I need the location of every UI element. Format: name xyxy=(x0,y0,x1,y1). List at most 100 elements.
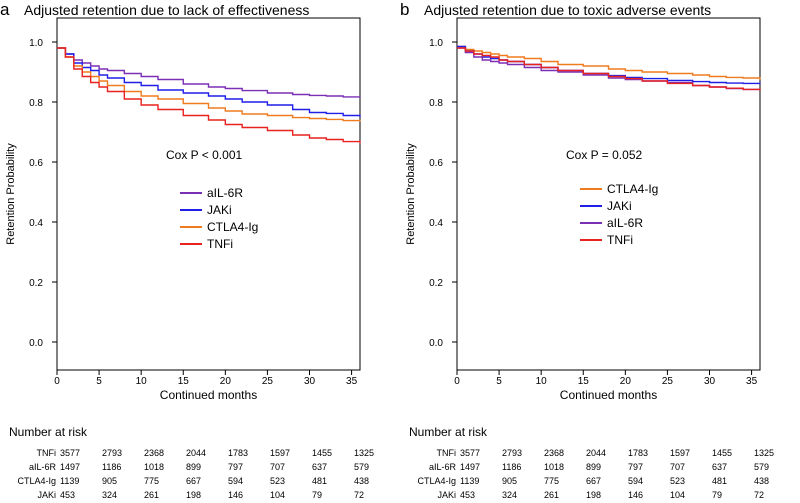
table-row: aIL-6R 1497 1186 1018 899 797 707 637 57… xyxy=(400,460,784,474)
y-tick-label: 0.8 xyxy=(29,98,43,109)
risk-value: 2368 xyxy=(144,448,165,458)
risk-value: 523 xyxy=(270,476,286,486)
risk-value: 1455 xyxy=(312,448,333,458)
risk-value: 1325 xyxy=(754,448,775,458)
risk-row-label: TNFi xyxy=(436,448,457,458)
y-tick-label: 0.2 xyxy=(29,278,43,289)
legend-label: JAKi xyxy=(207,203,232,217)
risk-value: 1018 xyxy=(144,462,165,472)
y-axis-label: Retention Probability xyxy=(405,143,417,245)
series-line-JAKi xyxy=(57,47,361,117)
table-row: TNFi 3577 2793 2368 2044 1783 1597 1455 … xyxy=(400,446,784,460)
y-tick-label: 0.2 xyxy=(429,278,443,289)
risk-table-heading: Number at risk xyxy=(409,425,488,439)
risk-value: 1597 xyxy=(270,448,291,458)
risk-value: 261 xyxy=(544,490,560,500)
risk-value: 899 xyxy=(186,462,202,472)
risk-value: 1597 xyxy=(670,448,691,458)
risk-table-heading: Number at risk xyxy=(9,425,88,439)
y-tick-label: 0.0 xyxy=(429,338,443,349)
y-tick-label: 0.0 xyxy=(29,338,43,349)
risk-value: 481 xyxy=(312,476,328,486)
risk-value: 72 xyxy=(754,490,765,500)
risk-row-label: JAKi xyxy=(437,490,456,500)
series-line-TNFi xyxy=(457,47,761,91)
legend-label: aIL-6R xyxy=(607,216,643,230)
risk-value: 905 xyxy=(502,476,518,486)
risk-value: 146 xyxy=(628,490,644,500)
y-tick-label: 0.6 xyxy=(29,158,43,169)
risk-value: 1783 xyxy=(228,448,249,458)
x-tick-label: 5 xyxy=(496,376,502,387)
risk-value: 1497 xyxy=(460,462,481,472)
risk-value: 1497 xyxy=(60,462,81,472)
risk-table: TNFi 3577 2793 2368 2044 1783 1597 1455 … xyxy=(0,446,384,502)
panel-letter: a xyxy=(0,0,10,19)
risk-value: 899 xyxy=(586,462,602,472)
y-tick-label: 0.8 xyxy=(429,98,443,109)
risk-value: 905 xyxy=(102,476,118,486)
risk-value: 2368 xyxy=(544,448,565,458)
risk-table: TNFi 3577 2793 2368 2044 1783 1597 1455 … xyxy=(400,446,784,502)
legend-label: CTLA4-Ig xyxy=(207,220,258,234)
risk-value: 1186 xyxy=(502,462,522,472)
risk-value: 104 xyxy=(670,490,686,500)
risk-value: 667 xyxy=(586,476,602,486)
legend-label: CTLA4-Ig xyxy=(607,182,658,196)
x-tick-label: 0 xyxy=(454,376,460,387)
x-tick-label: 35 xyxy=(746,376,758,387)
x-tick-label: 10 xyxy=(536,376,548,387)
x-tick-label: 10 xyxy=(136,376,148,387)
table-row: TNFi 3577 2793 2368 2044 1783 1597 1455 … xyxy=(0,446,384,460)
risk-value: 198 xyxy=(586,490,602,500)
x-axis-label: Continued months xyxy=(160,388,257,402)
panel-letter: b xyxy=(400,0,410,19)
x-axis-label: Continued months xyxy=(560,388,657,402)
risk-row-label: CTLA4-Ig xyxy=(417,476,456,486)
table-row: aIL-6R 1497 1186 1018 899 797 707 637 57… xyxy=(0,460,384,474)
plot-frame xyxy=(56,17,361,371)
x-tick-label: 25 xyxy=(662,376,674,387)
x-tick-label: 15 xyxy=(178,376,190,387)
x-tick-label: 25 xyxy=(262,376,274,387)
risk-row-label: JAKi xyxy=(37,490,56,500)
risk-value: 637 xyxy=(312,462,328,472)
risk-value: 707 xyxy=(670,462,686,472)
chart-svg: 0.0 0.2 0.4 0.6 0.8 1.0 0 5 10 15 20 25 30 35 Continue… xyxy=(5,17,361,402)
legend-label: TNFi xyxy=(607,233,633,247)
risk-value: 438 xyxy=(354,476,370,486)
risk-value: 79 xyxy=(712,490,723,500)
series-line-CTLA4-Ig xyxy=(457,45,761,80)
risk-value: 198 xyxy=(186,490,202,500)
risk-value: 79 xyxy=(312,490,323,500)
legend-label: JAKi xyxy=(607,199,632,213)
y-tick-label: 0.4 xyxy=(429,218,443,229)
risk-value: 1139 xyxy=(460,476,480,486)
risk-value: 2044 xyxy=(586,448,607,458)
risk-value: 453 xyxy=(60,490,76,500)
risk-value: 3577 xyxy=(60,448,81,458)
risk-value: 1455 xyxy=(712,448,733,458)
table-row: CTLA4-Ig 1139 905 775 667 594 523 481 43… xyxy=(0,474,384,488)
risk-value: 453 xyxy=(460,490,476,500)
risk-value: 2793 xyxy=(102,448,123,458)
risk-value: 579 xyxy=(354,462,370,472)
risk-row-label: CTLA4-Ig xyxy=(17,476,56,486)
y-tick-label: 1.0 xyxy=(429,38,443,49)
x-tick-label: 20 xyxy=(220,376,232,387)
risk-value: 594 xyxy=(228,476,244,486)
risk-value: 579 xyxy=(754,462,770,472)
risk-value: 1325 xyxy=(354,448,375,458)
risk-value: 438 xyxy=(754,476,770,486)
risk-value: 775 xyxy=(144,476,160,486)
risk-value: 324 xyxy=(502,490,518,500)
x-tick-label: 30 xyxy=(304,376,316,387)
x-tick-label: 30 xyxy=(704,376,716,387)
risk-row-label: TNFi xyxy=(36,448,57,458)
risk-value: 637 xyxy=(712,462,728,472)
risk-value: 72 xyxy=(354,490,365,500)
x-tick-label: 20 xyxy=(620,376,632,387)
risk-value: 1783 xyxy=(628,448,649,458)
y-tick-label: 0.4 xyxy=(29,218,43,229)
chart-title: Adjusted retention due to toxic adverse … xyxy=(424,2,712,18)
